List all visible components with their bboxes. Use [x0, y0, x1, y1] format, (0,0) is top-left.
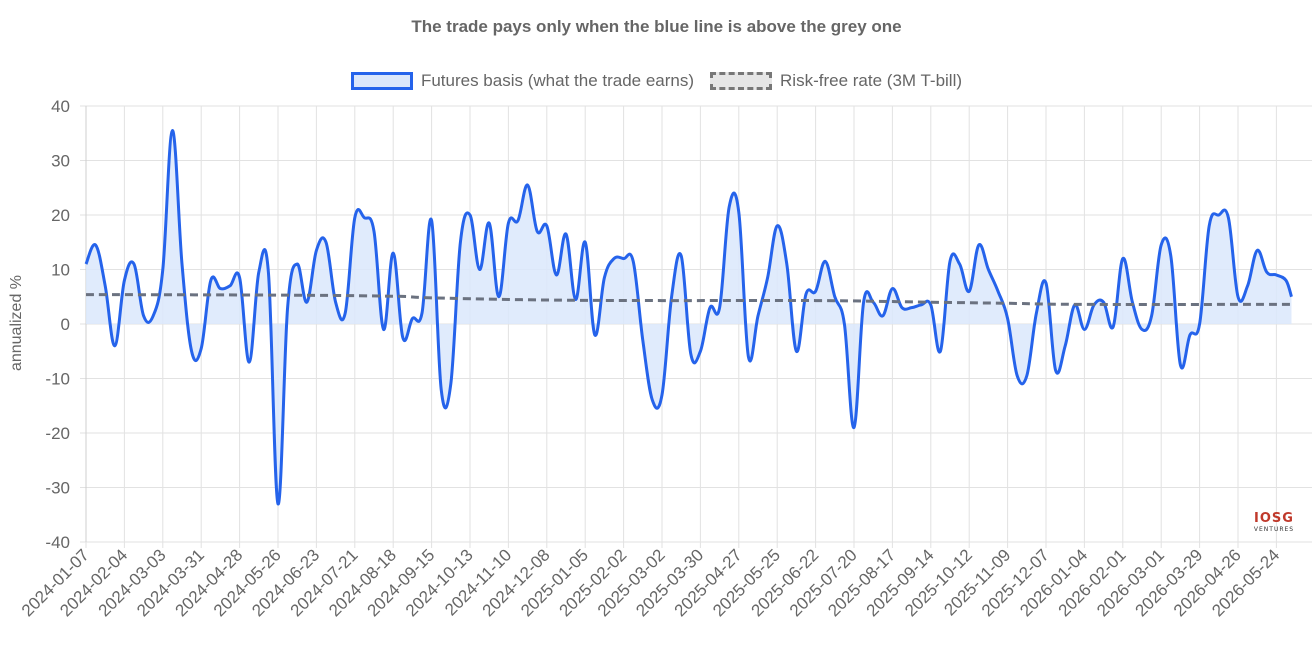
watermark-sub-text: VENTURES — [1253, 526, 1295, 533]
y-tick-label: 40 — [51, 97, 70, 116]
y-tick-label: -40 — [45, 533, 70, 552]
legend-item-risk-free[interactable]: Risk-free rate (3M T-bill) — [710, 71, 962, 91]
watermark-logo: IOSG VENTURES — [1249, 512, 1299, 534]
grid-lines — [80, 105, 1312, 548]
series-area-basis — [86, 130, 1292, 505]
legend-item-basis[interactable]: Futures basis (what the trade earns) — [350, 71, 695, 91]
legend-label-basis: Futures basis (what the trade earns) — [420, 71, 695, 90]
x-axis-ticks: 2024-01-072024-02-042024-03-032024-03-31… — [18, 545, 1283, 620]
y-tick-label: 20 — [51, 206, 70, 225]
y-tick-label: -20 — [45, 424, 70, 443]
series-line-basis — [84, 129, 1293, 506]
series-layer — [84, 129, 1293, 506]
chart-title: The trade pays only when the blue line i… — [411, 17, 902, 36]
legend: Futures basis (what the trade earns) Ris… — [0, 68, 1313, 94]
watermark-logo-text: IOSG — [1254, 511, 1294, 526]
legend-label-risk-free: Risk-free rate (3M T-bill) — [780, 71, 963, 90]
legend-swatch-risk-free — [710, 72, 773, 90]
legend-swatch-basis — [350, 72, 413, 90]
series-line-risk-free — [85, 293, 1292, 306]
y-tick-label: 10 — [51, 261, 70, 280]
y-tick-label: 0 — [61, 315, 70, 334]
y-axis-ticks: 40 30 20 10 0 -10 -20 -30 -40 — [45, 97, 70, 552]
y-tick-label: -30 — [45, 479, 70, 498]
y-tick-label: 30 — [51, 152, 70, 171]
y-tick-label: -10 — [45, 370, 70, 389]
